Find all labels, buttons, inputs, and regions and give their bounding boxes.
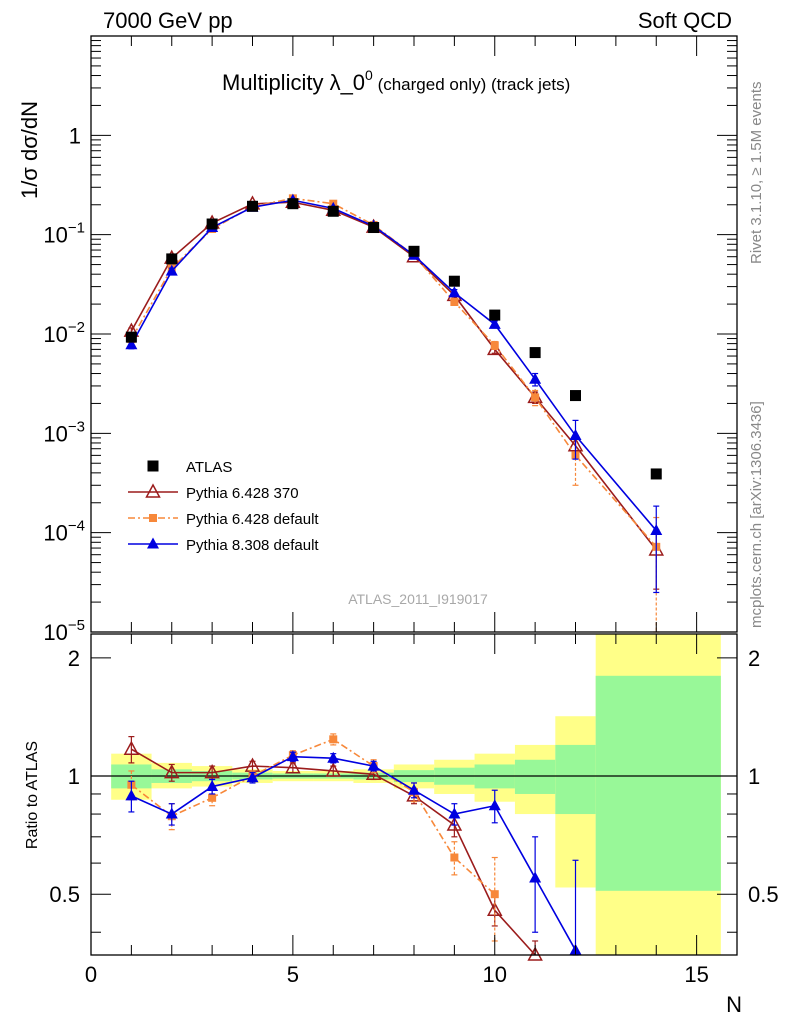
upper-point-0-5 — [327, 205, 339, 217]
y-tick-label-0: 1 — [69, 123, 81, 148]
lower-point-2-2 — [206, 780, 219, 792]
upper-point-3-9 — [488, 317, 501, 329]
upper-point-0-10 — [529, 347, 541, 359]
upper-point-3-8 — [448, 286, 461, 298]
legend-label-0: ATLAS — [186, 459, 232, 476]
legend-marker-0 — [147, 460, 159, 472]
lower-point-2-7 — [408, 783, 420, 795]
lower-point-1-5 — [329, 735, 338, 744]
chart-title-main: Multiplicity λ_0 — [222, 70, 365, 95]
legend-label-3: Pythia 8.308 default — [186, 537, 319, 554]
legend-marker-1 — [145, 483, 161, 498]
lower-point-2-8 — [448, 807, 461, 819]
upper-point-3-0 — [125, 338, 138, 350]
upper-point-3-10 — [529, 372, 542, 384]
mcplots-info: mcplots.cern.ch [arXiv:1306.3436] — [748, 401, 765, 628]
upper-line-3 — [130, 199, 657, 532]
ratio-tick-right-2: 2 — [748, 646, 760, 671]
lower-point-0-8 — [446, 816, 463, 831]
y-tick-label-1: 10−1 — [43, 220, 85, 248]
ratio-tick-left-0.5: 0.5 — [49, 882, 80, 907]
upper-point-0-12 — [650, 468, 662, 480]
ratio-tick-left-2: 2 — [68, 646, 80, 671]
axis-labels: 0 5 10 15 1 10−1 10−2 10−3 10−4 10−5 0.5 0.5 1 1 2 2 — [43, 123, 778, 987]
upper-point-0-1 — [166, 253, 178, 265]
ratio-series — [123, 733, 582, 961]
ratio-tick-right-0.5: 0.5 — [748, 882, 779, 907]
lower-point-0-4 — [285, 759, 301, 774]
upper-point-3-12 — [650, 524, 663, 536]
lower-point-0-1 — [163, 764, 180, 779]
y-tick-label-2: 10−2 — [43, 319, 85, 347]
ratio-tick-right-1: 1 — [748, 764, 760, 789]
x-axis-label: N — [726, 992, 742, 1017]
x-tick-label-15: 15 — [684, 962, 708, 987]
legend-marker-2 — [149, 514, 157, 522]
y-tick-label-4: 10−4 — [43, 518, 85, 546]
upper-series — [123, 193, 665, 633]
lower-point-0-5 — [325, 762, 342, 777]
ratio-tick-left-1: 1 — [68, 764, 80, 789]
rivet-info: Rivet 3.1.10, ≥ 1.5M events — [748, 82, 765, 265]
lower-point-2-0 — [125, 789, 138, 801]
upper-point-2-10 — [531, 393, 540, 402]
upper-point-3-1 — [165, 264, 178, 276]
upper-point-0-9 — [489, 309, 501, 321]
header-right: Soft QCD — [638, 8, 732, 33]
legend: ATLAS Pythia 6.428 370 Pythia 6.428 defaul… — [128, 459, 319, 554]
y-tick-label-3: 10−3 — [43, 418, 85, 446]
upper-point-3-11 — [569, 429, 582, 441]
legend-label-1: Pythia 6.428 370 — [186, 485, 299, 502]
lower-point-0-2 — [204, 764, 220, 779]
lower-point-2-1 — [165, 807, 178, 819]
upper-point-0-8 — [448, 275, 460, 287]
upper-point-0-6 — [368, 222, 380, 234]
lower-point-2-5 — [327, 751, 340, 763]
upper-point-0-4 — [287, 198, 299, 210]
header-left: 7000 GeV pp — [103, 8, 233, 33]
band-green-12 — [595, 675, 721, 891]
lower-point-2-3 — [246, 771, 259, 783]
lower-point-0-10 — [527, 946, 543, 961]
upper-point-0-11 — [570, 390, 581, 402]
lower-point-2-10 — [529, 871, 542, 883]
analysis-watermark: ATLAS_2011_I919017 — [348, 591, 488, 607]
lower-point-2-4 — [286, 750, 299, 762]
band-green-10 — [514, 759, 556, 794]
upper-ylabel: 1/σ dσ/dN — [17, 101, 42, 199]
lower-line-2 — [131, 755, 577, 951]
upper-point-0-7 — [408, 245, 420, 257]
lower-point-1-2 — [208, 793, 217, 802]
x-tick-label-0: 0 — [85, 962, 97, 987]
x-tick-label-10: 10 — [483, 962, 507, 987]
chart-title-sub: (charged only) (track jets) — [373, 75, 570, 94]
legend-label-2: Pythia 6.428 default — [186, 511, 319, 528]
x-tick-label-5: 5 — [287, 962, 299, 987]
lower-point-2-9 — [488, 799, 501, 811]
chart-title-sup: 0 — [365, 67, 373, 83]
lower-point-2-6 — [367, 759, 380, 771]
legend-marker-3 — [147, 537, 159, 549]
axis-ticks — [90, 36, 737, 955]
lower-point-1-9 — [490, 890, 499, 899]
lower-point-0-0 — [123, 740, 140, 755]
upper-point-0-0 — [125, 331, 137, 343]
upper-point-2-8 — [450, 297, 459, 306]
chart-title: Multiplicity λ_00 (charged only) (track … — [222, 67, 570, 95]
lower-point-1-8 — [450, 853, 459, 862]
lower-point-0-6 — [365, 765, 382, 781]
band-green-11 — [555, 744, 596, 815]
upper-point-0-3 — [247, 200, 258, 212]
upper-point-2-9 — [490, 341, 499, 350]
lower-line-1 — [130, 738, 496, 895]
lower-ylabel: Ratio to ATLAS — [24, 741, 41, 849]
upper-point-0-2 — [206, 218, 218, 230]
y-tick-label-5: 10−5 — [43, 617, 85, 645]
